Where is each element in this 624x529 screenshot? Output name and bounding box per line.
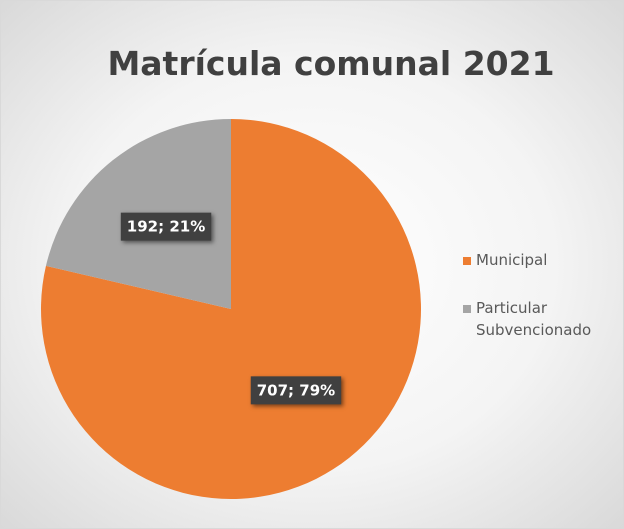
chart-title: Matrícula comunal 2021 [107,44,554,83]
legend-swatch [463,257,471,265]
data-label: 192; 21% [120,212,212,241]
legend-label: Particular Subvencionado [476,299,592,339]
legend-swatch [463,305,471,313]
data-label-box [120,212,212,241]
legend: Municipal Particular Subvencionado [463,249,623,367]
legend-item: Particular Subvencionado [463,297,623,341]
data-label-text: 192; 21% [127,218,205,236]
data-label-box [250,376,342,405]
legend-label: Municipal [476,251,548,269]
data-label: 707; 79% [250,376,342,405]
legend-item: Municipal [463,249,623,271]
data-label-text: 707; 79% [257,381,335,399]
